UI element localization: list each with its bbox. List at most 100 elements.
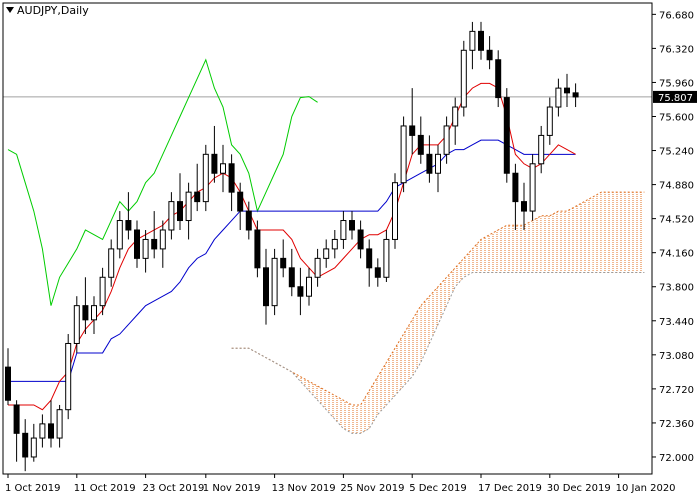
cloud-segment xyxy=(549,211,559,273)
candle-body xyxy=(202,153,209,203)
candle-body xyxy=(220,163,226,174)
candle-body xyxy=(194,191,201,203)
candle xyxy=(271,248,278,316)
cloud-segment xyxy=(386,348,395,405)
cloud-segment xyxy=(489,229,499,273)
cloud-segment xyxy=(334,395,344,429)
candle xyxy=(323,239,330,268)
y-tick-label: 74.160 xyxy=(659,249,694,260)
candle-body xyxy=(323,248,330,259)
candle-body xyxy=(39,423,46,439)
candle-body xyxy=(383,238,390,278)
cloud-segment xyxy=(326,390,335,420)
candle xyxy=(469,21,476,70)
cloud-segment xyxy=(463,248,473,278)
candle-body xyxy=(108,248,115,278)
cloud-segment xyxy=(352,404,361,434)
candle-body xyxy=(392,182,398,240)
candle-body xyxy=(357,229,364,250)
y-tick-label: 73.440 xyxy=(659,317,694,328)
candle-body xyxy=(82,305,89,321)
candle-body xyxy=(331,238,338,250)
candle-body xyxy=(538,134,545,165)
x-tick-label: 13 Nov 2019 xyxy=(272,483,336,494)
cloud-segment xyxy=(472,239,481,273)
x-tick-label: 17 Dec 2019 xyxy=(478,483,542,494)
candle xyxy=(134,220,140,268)
candle xyxy=(22,419,29,472)
x-tick-label: 5 Dec 2019 xyxy=(409,483,467,494)
candle xyxy=(202,144,209,212)
candle-body xyxy=(237,191,244,212)
candle-body xyxy=(452,106,459,127)
candle-body xyxy=(529,163,536,212)
candle xyxy=(521,182,527,230)
candle xyxy=(374,258,381,287)
y-tick-label: 73.800 xyxy=(659,283,694,294)
candle xyxy=(564,73,570,108)
candle-body xyxy=(340,220,347,240)
candle-body xyxy=(546,106,553,136)
candle xyxy=(280,239,287,278)
candle-body xyxy=(435,153,441,174)
cloud-segment xyxy=(438,277,447,325)
candle xyxy=(39,414,46,448)
candle-body xyxy=(521,201,527,212)
cloud-segment xyxy=(635,192,645,273)
candle xyxy=(245,201,252,240)
cloud-segment xyxy=(360,390,370,434)
candle-body xyxy=(495,59,502,99)
candle-body xyxy=(134,229,140,259)
cloud-segment xyxy=(601,192,610,273)
cloud-segment xyxy=(300,376,309,391)
candle xyxy=(306,267,312,306)
cloud-segment xyxy=(412,305,421,377)
candle-body xyxy=(555,87,562,108)
candle xyxy=(194,163,201,212)
kijun-sen-line xyxy=(8,139,576,382)
cloud-segment xyxy=(446,267,456,306)
candle xyxy=(512,163,519,230)
candle-body xyxy=(486,49,493,61)
candle xyxy=(288,248,295,297)
cloud-segment xyxy=(369,376,378,429)
cloud-segment xyxy=(575,201,585,273)
candle xyxy=(168,192,175,240)
candle xyxy=(254,220,261,278)
candle xyxy=(116,211,123,259)
candle xyxy=(65,334,72,420)
candle xyxy=(340,211,347,249)
candle-body xyxy=(288,267,295,288)
candle-body xyxy=(469,30,476,51)
candle xyxy=(5,348,11,405)
senkou-span-b-line xyxy=(231,272,645,434)
candle xyxy=(443,116,450,164)
candle xyxy=(409,88,416,155)
x-tick-label: 11 Oct 2019 xyxy=(74,483,136,494)
candle-body xyxy=(400,125,407,184)
candle xyxy=(572,83,579,108)
x-tick-label: 1 Nov 2019 xyxy=(203,483,261,494)
x-tick-label: 1 Oct 2019 xyxy=(5,483,60,494)
candle xyxy=(73,296,80,353)
candle-body xyxy=(297,286,304,297)
x-tick-label: 23 Oct 2019 xyxy=(143,483,205,494)
candle xyxy=(297,267,304,316)
candle-body xyxy=(159,229,166,250)
cloud-segment xyxy=(506,225,516,273)
candle xyxy=(495,50,502,108)
candle xyxy=(331,229,338,259)
cloud-segment xyxy=(429,286,438,344)
cloud-segment xyxy=(610,192,619,273)
candle-body xyxy=(99,276,106,307)
candle-body xyxy=(91,305,97,321)
cloud-segment xyxy=(627,192,636,273)
candle-body xyxy=(185,191,192,222)
candle-body xyxy=(409,125,416,136)
candle-body xyxy=(211,153,218,174)
y-tick-label: 74.520 xyxy=(659,215,694,226)
dropdown-triangle-icon[interactable] xyxy=(6,7,14,13)
candle-body xyxy=(168,201,175,231)
candle xyxy=(555,78,562,117)
